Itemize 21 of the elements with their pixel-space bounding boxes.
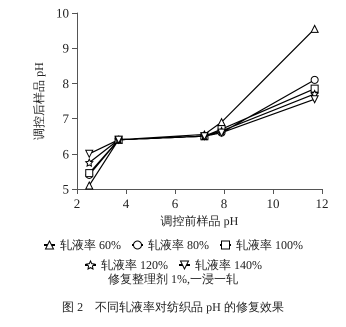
legend-label: 轧液率 100% <box>236 238 303 252</box>
legend-label: 轧液率 120% <box>101 258 168 272</box>
x-axis-title: 调控前样品 pH <box>160 214 239 228</box>
x-tick-label: 2 <box>74 196 80 211</box>
y-tick-label: 9 <box>62 40 69 56</box>
text: 图 2 不同轧液率对纺织品 pH 的修复效果 <box>62 300 284 314</box>
y-tick-label: 6 <box>62 146 70 162</box>
y-tick-label: 7 <box>62 111 70 126</box>
x-tick-label: 12 <box>316 196 328 211</box>
x-tick-label: 8 <box>220 196 228 211</box>
x-tick-label: 4 <box>122 196 130 211</box>
x-tick-label: 10 <box>266 196 280 211</box>
legend-label: 轧液率 140% <box>195 258 262 272</box>
y-tick-label: 10 <box>56 6 69 20</box>
x-tick-label: 6 <box>172 196 179 211</box>
legend-label: 轧液率 80% <box>148 238 209 252</box>
legend-label: 轧液率 60% <box>60 238 122 252</box>
text: 修复整理剂 1%,一浸一轧 <box>108 272 238 286</box>
y-tick-label: 8 <box>62 76 69 91</box>
y-axis-title: 调控后样品 pH <box>32 62 46 140</box>
y-tick-label: 5 <box>62 182 69 196</box>
